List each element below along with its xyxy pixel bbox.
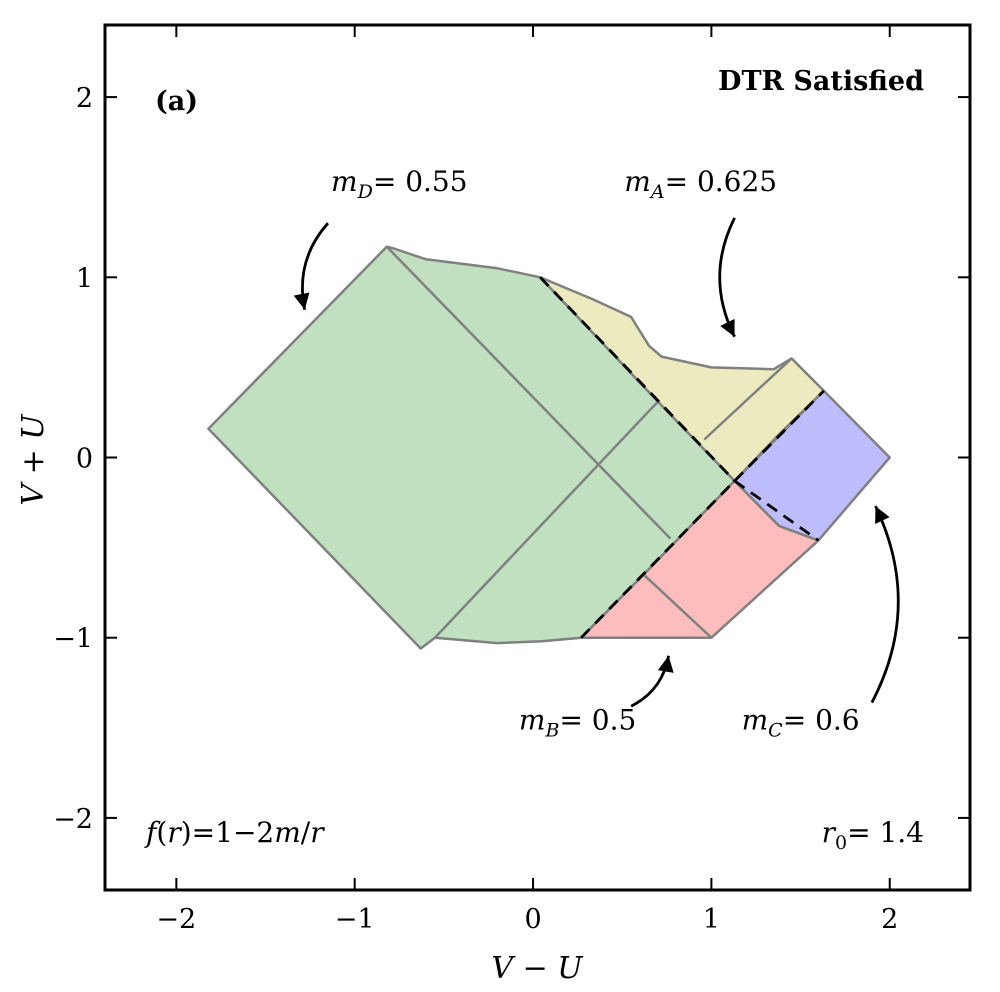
y-tick-label: 0 [76, 444, 93, 475]
y-tick-label: −2 [53, 804, 93, 835]
x-axis-label: V − U [491, 951, 584, 986]
panel-label: (a) [155, 86, 198, 117]
boundary-line-3 [642, 573, 713, 639]
plot-frame [103, 23, 972, 892]
shell-dashed-line-3 [733, 389, 825, 482]
mass-label-a: mA= 0.625 [624, 165, 777, 203]
arrow-a [718, 217, 736, 338]
y-tick-label: 1 [76, 263, 93, 294]
x-tick-label: 1 [703, 904, 720, 935]
y-tick-label: 2 [76, 83, 93, 114]
tick-layer: −2 −1 0 1 2 −2 −1 0 1 2 [53, 25, 970, 935]
arrowhead-d [293, 292, 310, 310]
y-axis-label: V + U [16, 413, 51, 506]
y-tick-label: −1 [53, 624, 93, 655]
mass-label-c: mC= 0.6 [742, 704, 860, 742]
shell-dashed-line-2 [580, 479, 736, 639]
shell-dashed-line-4 [733, 479, 820, 542]
boundary-line-2 [433, 400, 659, 639]
mass-label-b: mB= 0.5 [519, 704, 636, 742]
arrowhead-b [657, 655, 674, 673]
arrow-layer [293, 217, 900, 708]
region-layer [207, 245, 891, 650]
arrow-c [870, 505, 900, 704]
x-tick-label: −2 [156, 904, 196, 935]
condition-label: DTR Satisfied [718, 66, 924, 97]
x-tick-label: 2 [881, 904, 898, 935]
arrowhead-c [875, 506, 890, 525]
shell-dashed-line-1 [539, 276, 736, 482]
arrowhead-a [720, 318, 735, 337]
boundary-line-1 [385, 245, 672, 540]
line-layer [385, 245, 825, 639]
x-tick-label: 0 [524, 904, 541, 935]
metric-function-label: f(r)=1−2m/r [144, 816, 325, 849]
r0-label: r0= 1.4 [822, 816, 924, 854]
x-tick-label: −1 [335, 904, 375, 935]
boundary-line-4 [703, 357, 793, 441]
arrow-b [630, 655, 670, 708]
mass-label-d: mD= 0.55 [331, 165, 468, 203]
